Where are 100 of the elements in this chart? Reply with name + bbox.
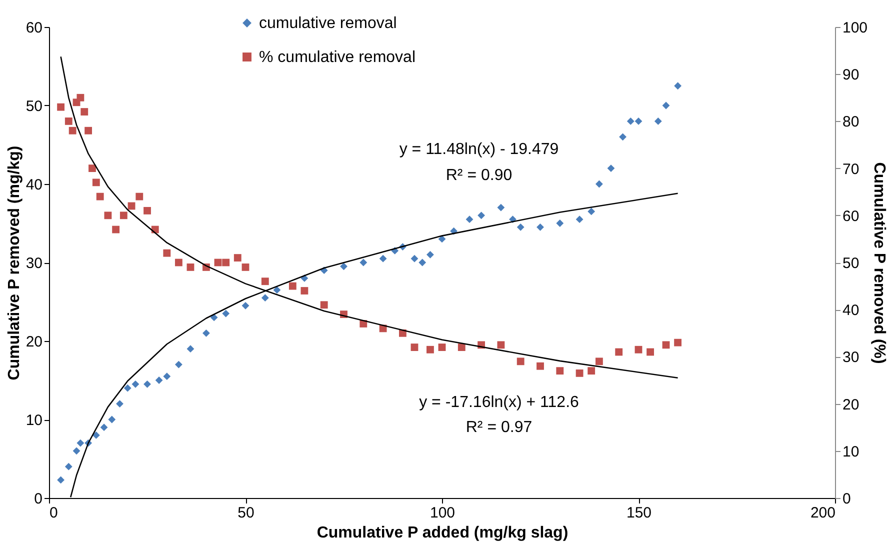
annotation: y = -17.16ln(x) + 112.6 — [419, 394, 579, 411]
point — [186, 345, 194, 353]
point — [222, 310, 230, 318]
y-tick-label: 30 — [26, 255, 42, 272]
point — [261, 294, 269, 302]
y2-tick-label: 10 — [842, 443, 860, 460]
point — [242, 302, 250, 310]
point — [186, 264, 194, 271]
point — [76, 439, 84, 447]
x-tick-label: 100 — [430, 504, 456, 522]
point — [57, 103, 64, 111]
point — [654, 117, 662, 125]
point — [556, 220, 564, 227]
annotation: y = 11.48ln(x) - 19.479 — [399, 141, 559, 158]
point — [536, 362, 544, 370]
point — [136, 192, 144, 200]
point — [410, 344, 418, 351]
y2-axis-title: Cumulative P removed (%) — [870, 162, 888, 364]
legend-label: % cumulative removal — [259, 49, 416, 66]
point — [478, 212, 486, 220]
point — [516, 223, 524, 231]
point — [80, 108, 88, 116]
y2-tick-label: 0 — [842, 490, 851, 508]
point — [516, 358, 524, 366]
point — [556, 367, 564, 375]
point — [576, 216, 584, 224]
point — [92, 178, 100, 186]
point — [674, 82, 682, 90]
point — [634, 117, 642, 125]
annotation: R² = 0.90 — [446, 167, 512, 184]
point — [674, 338, 682, 346]
y-tick-label: 0 — [34, 490, 42, 508]
y-tick-label: 10 — [26, 412, 42, 429]
point — [615, 348, 623, 356]
point — [626, 117, 634, 125]
point — [88, 164, 96, 172]
point — [68, 126, 76, 134]
point — [72, 447, 80, 455]
point — [124, 384, 132, 392]
point — [426, 250, 434, 258]
point — [116, 400, 124, 408]
y2-tick-label: 80 — [842, 114, 860, 131]
point — [662, 102, 670, 110]
point — [222, 258, 230, 266]
point — [120, 212, 128, 220]
point — [497, 341, 505, 349]
point — [163, 372, 171, 380]
point — [144, 206, 151, 214]
point — [174, 360, 182, 368]
point — [379, 254, 387, 262]
point — [261, 278, 269, 286]
point — [340, 262, 348, 270]
point — [607, 164, 615, 172]
point — [360, 258, 368, 266]
y-tick-label: 40 — [26, 176, 42, 194]
y2-tick-label: 50 — [842, 255, 860, 272]
point — [112, 226, 120, 234]
y-tick-label: 20 — [26, 334, 42, 350]
y2-tick-label: 40 — [842, 302, 860, 320]
point — [64, 462, 72, 470]
point — [84, 126, 92, 134]
point — [163, 249, 171, 257]
point — [438, 344, 446, 351]
y2-tick-label: 70 — [842, 160, 860, 178]
point — [57, 476, 64, 484]
point — [662, 341, 670, 349]
point — [619, 133, 626, 141]
point — [76, 94, 84, 102]
point — [410, 254, 418, 262]
point — [104, 212, 112, 220]
point — [92, 431, 100, 439]
point — [64, 117, 72, 125]
point — [288, 282, 296, 290]
point — [588, 208, 596, 216]
y-tick-label: 50 — [26, 98, 42, 115]
point — [576, 369, 584, 377]
point — [646, 348, 654, 356]
point — [320, 301, 328, 309]
point — [497, 204, 505, 212]
point — [300, 287, 308, 294]
point — [234, 254, 242, 262]
point — [466, 216, 474, 224]
point — [132, 380, 140, 388]
point — [242, 264, 250, 271]
x-axis-title: Cumulative P added (mg/kg slag) — [316, 524, 568, 542]
point — [144, 380, 151, 388]
y2-tick-label: 100 — [842, 20, 868, 36]
annotation: R² = 0.97 — [466, 419, 532, 436]
point — [595, 180, 603, 188]
y2-tick-label: 30 — [842, 349, 860, 366]
y2-tick-label: 20 — [842, 396, 860, 414]
point — [273, 286, 281, 294]
point — [426, 346, 434, 354]
point — [634, 346, 642, 354]
x-tick-label: 200 — [810, 504, 836, 522]
point — [588, 367, 596, 375]
y2-tick-label: 90 — [842, 66, 860, 84]
x-tick-label: 0 — [50, 504, 58, 522]
point — [458, 344, 466, 351]
point — [96, 192, 104, 200]
